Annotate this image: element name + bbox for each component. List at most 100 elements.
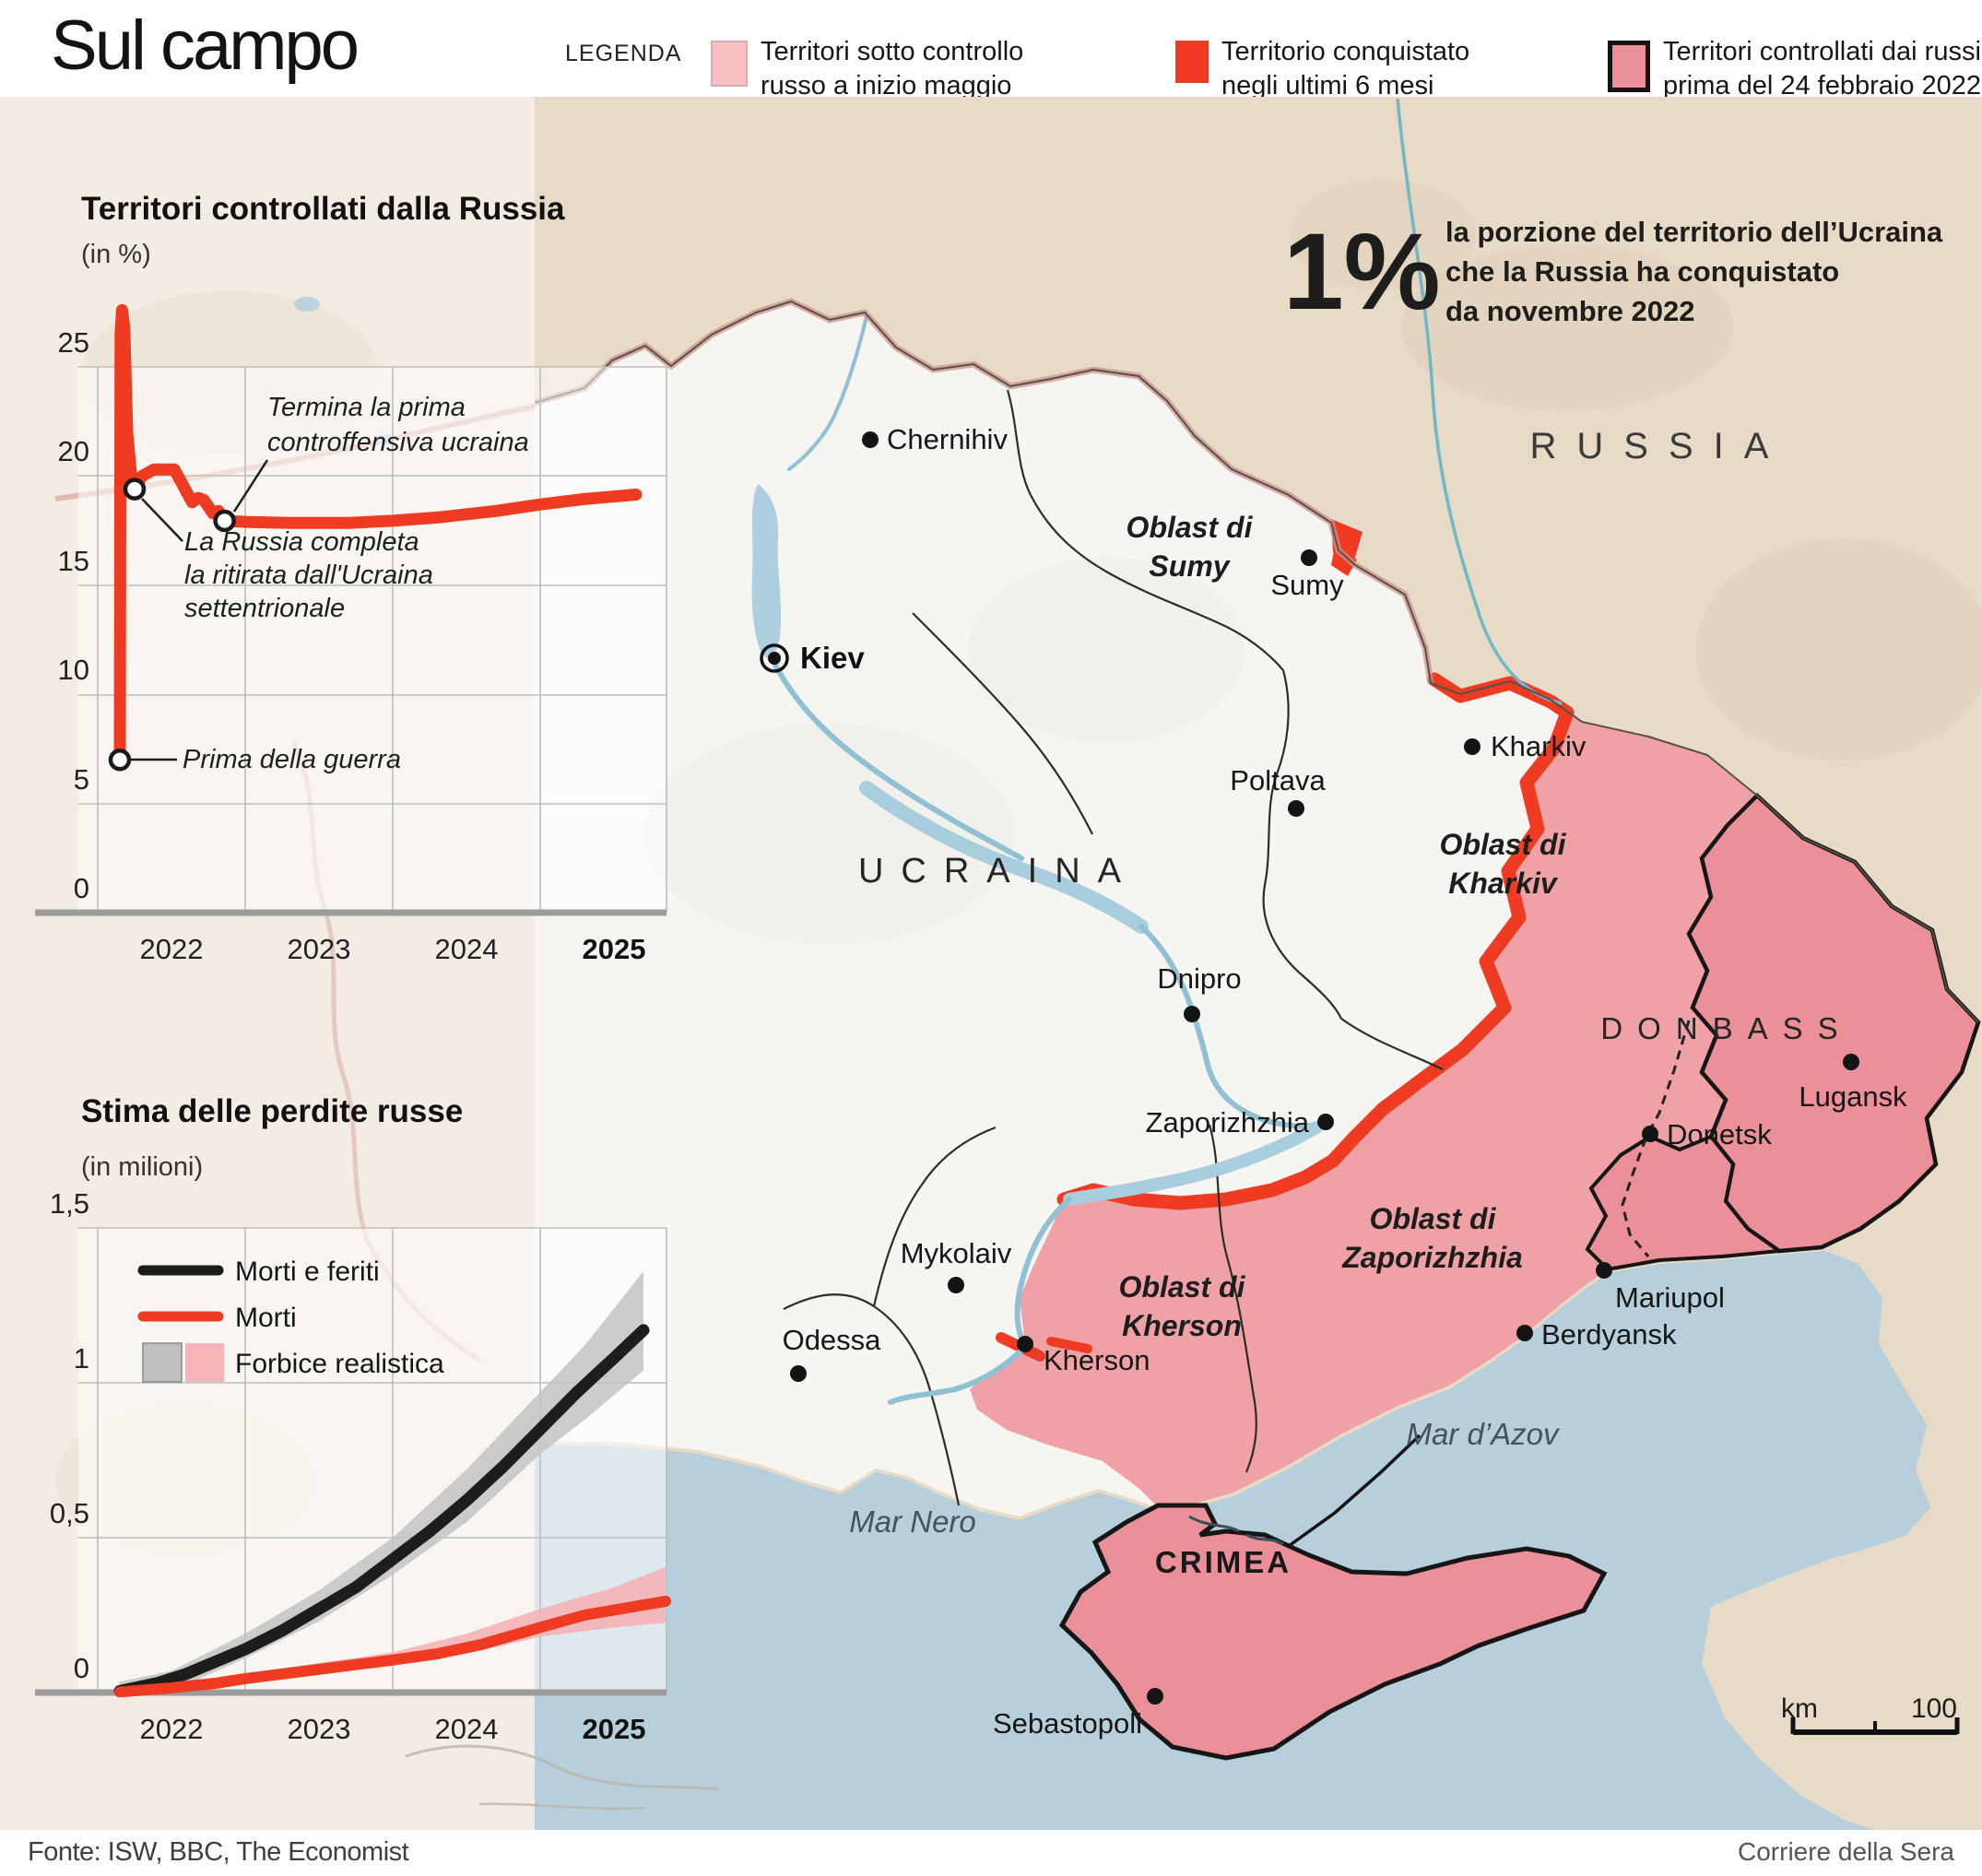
x-tick: 2024 xyxy=(435,1713,499,1745)
source-text: Fonte: ISW, BBC, The Economist xyxy=(28,1837,409,1867)
x-tick: 2023 xyxy=(288,933,351,965)
annotation-marker xyxy=(213,509,236,533)
pre-war-contact-line xyxy=(1621,1020,1691,1257)
x-tick: 2024 xyxy=(435,933,499,965)
chart-perdite: Stima delle perdite russe (in milioni) 1… xyxy=(35,1093,671,1745)
city-dot xyxy=(1017,1336,1033,1352)
chart2-title: Stima delle perdite russe xyxy=(81,1093,463,1129)
legend-swatch-pink-icon xyxy=(711,41,748,87)
legend-item-text: Territori sotto controllo russo a inizio… xyxy=(761,35,1023,103)
city-dot xyxy=(1184,1006,1200,1022)
city-label: Chernihiv xyxy=(887,423,1008,455)
chart1-plot-background xyxy=(78,367,667,913)
city-label: Lugansk xyxy=(1799,1080,1907,1113)
area-label: Oblast di Kherson xyxy=(1119,1270,1246,1342)
y-tick: 20 xyxy=(58,435,89,467)
city-dot xyxy=(862,431,879,448)
chart1-title: Territori controllati dalla Russia xyxy=(81,191,565,227)
y-tick: 0 xyxy=(74,872,89,904)
terrain-blob xyxy=(1696,539,1982,761)
country-label-ucraina: UCRAINA xyxy=(858,852,1138,891)
oblast-border-zaporizhzhia xyxy=(1208,1124,1257,1473)
country-label-donbass: DONBASS xyxy=(1600,1011,1852,1045)
city-label: Kiev xyxy=(800,641,865,675)
scale-bar: km 100 xyxy=(1781,1693,1960,1735)
city-label: Sebastopoli xyxy=(993,1707,1142,1740)
callout-1pct: 1% la porzione del territorio dell’Ucrai… xyxy=(1283,211,1943,333)
chart1-subtitle: (in %) xyxy=(81,240,151,269)
red-patch-kharkiv-border xyxy=(1331,547,1357,576)
chart2-legend: Morti e feriti Morti Forbice realistica xyxy=(137,1257,444,1383)
band-morti xyxy=(120,1566,666,1693)
city-dot xyxy=(768,652,781,665)
legend-line: Territori controllati dai russi xyxy=(1663,37,1981,66)
kremenchuk-reservoir xyxy=(859,781,1149,934)
sea-label: Mar d’Azov xyxy=(1406,1417,1561,1451)
y-tick: 1,5 xyxy=(50,1187,89,1220)
annotation-leader xyxy=(141,498,183,542)
city-label: Donetsk xyxy=(1667,1118,1772,1150)
legend-line: prima del 24 febbraio 2022 xyxy=(1663,71,1982,100)
y-tick: 15 xyxy=(58,545,89,577)
sea-label: Mar Nero xyxy=(849,1504,976,1539)
legend-item-text: Territorio conquistato negli ultimi 6 me… xyxy=(1221,35,1469,103)
annotation-text: Termina la prima controffensiva ucraina xyxy=(267,393,529,457)
city-dot xyxy=(1288,800,1304,817)
city-label: Mykolaiv xyxy=(901,1237,1012,1269)
callout-value: 1% xyxy=(1283,211,1441,333)
annotation-marker xyxy=(108,748,132,772)
city-markers: Chernihiv Sumy Kiev Kharkiv Poltava Dnipro Zap… xyxy=(760,423,1907,1740)
terrain-blob xyxy=(1401,244,1733,410)
dnipro-river-upper xyxy=(770,656,1024,861)
sivash-lagoon-2 xyxy=(1245,1533,1284,1546)
annotation-text: Prima della guerra xyxy=(183,745,401,774)
chart1-series: Prima della guerra La Russia completa la r… xyxy=(108,303,643,774)
city-label: Sumy xyxy=(1270,569,1344,601)
city-dot xyxy=(1147,1688,1163,1705)
annotation-marker xyxy=(123,478,147,501)
area-label: Oblast di Zaporizhzhia xyxy=(1341,1202,1523,1274)
legend-item-text: Territori controllati dai russi prima de… xyxy=(1663,35,1981,103)
city-dot xyxy=(1843,1054,1859,1070)
annotation-text: La Russia completa la ritirata dall'Ucrai… xyxy=(184,527,433,623)
callout-line2: che la Russia ha conquistato xyxy=(1445,255,1839,288)
arabat-spit xyxy=(1287,1434,1422,1548)
credit-text: Corriere della Sera xyxy=(1738,1837,1954,1866)
callout-line1: la porzione del territorio dell’Ucraina xyxy=(1445,216,1943,248)
map-and-charts: Territori controllati dalla Russia (in %… xyxy=(0,97,1982,1830)
city-label: Odessa xyxy=(783,1324,882,1356)
desna-river xyxy=(787,314,868,471)
legend-gray-band-icon xyxy=(142,1342,183,1383)
map-svg: Territori controllati dalla Russia (in %… xyxy=(0,97,1982,1830)
x-tick: 2023 xyxy=(288,1713,351,1745)
dnipro-river-mid xyxy=(1138,924,1319,1129)
legend-pink-band-icon xyxy=(185,1343,224,1382)
area-labels: Oblast di Sumy Oblast di Kharkiv Oblast di Za… xyxy=(1119,511,1567,1579)
legend-forbice-label: Forbice realistica xyxy=(235,1349,444,1379)
terrain-blob xyxy=(645,724,1014,945)
city-dot xyxy=(1642,1126,1658,1142)
legend-label: LEGENDA xyxy=(565,41,682,66)
legend-morti-feriti-label: Morti e feriti xyxy=(235,1257,380,1287)
morti-e-feriti-line xyxy=(113,1324,650,1697)
legend-item-conquered-6months: Territorio conquistato negli ultimi 6 me… xyxy=(1175,35,1469,103)
city-dot xyxy=(790,1365,807,1382)
sivash-lagoon xyxy=(1188,1515,1240,1533)
panel-border-squiggle-south2 xyxy=(478,1802,646,1811)
city-dot xyxy=(1301,549,1317,566)
country-label-russia: RUSSIA xyxy=(1530,426,1789,466)
country-labels: RUSSIA UCRAINA DONBASS xyxy=(858,426,1852,1045)
page-title: Sul campo xyxy=(51,6,360,85)
oblast-border-mykolaiv xyxy=(872,1126,997,1307)
sea-labels: Mar Nero Mar d’Azov xyxy=(849,1417,1561,1539)
x-tick: 2022 xyxy=(140,933,204,965)
legend-line: russo a inizio maggio xyxy=(761,71,1012,100)
legend-morti-label: Morti xyxy=(235,1303,297,1333)
header: Sul campo LEGENDA Territori sotto contro… xyxy=(0,0,1982,100)
city-dot xyxy=(1516,1325,1533,1341)
scale-unit: km xyxy=(1781,1693,1818,1724)
y-tick: 10 xyxy=(58,654,89,686)
city-label: Poltava xyxy=(1230,764,1326,796)
area-label: Oblast di Sumy xyxy=(1127,511,1254,583)
morti-line xyxy=(114,1595,671,1698)
